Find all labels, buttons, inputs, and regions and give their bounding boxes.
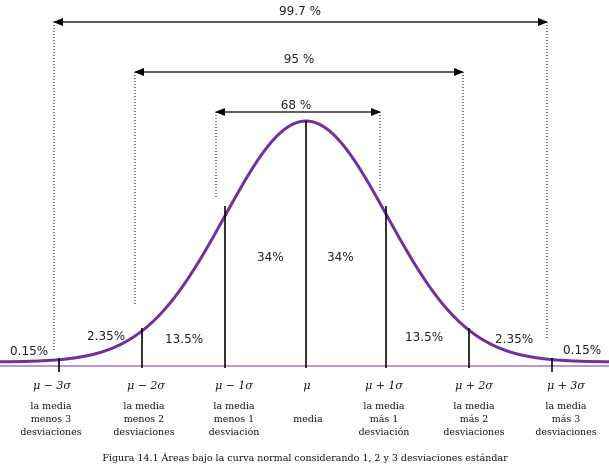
tick-desc-minus2-line2: menos 2 bbox=[124, 414, 164, 425]
band-68-label: 68 % bbox=[281, 98, 312, 112]
tick-symbol-plus2: μ + 2σ bbox=[455, 379, 493, 392]
tick-desc-plus2-line1: la media bbox=[453, 401, 494, 412]
tick-desc-plus1-line1: la media bbox=[363, 401, 404, 412]
tick-symbol-minus1: μ − 1σ bbox=[215, 379, 253, 392]
band-997-label: 99.7 % bbox=[279, 4, 321, 18]
area-left-2-3: 2.35% bbox=[87, 329, 125, 343]
tick-desc-plus2-line3: desviaciones bbox=[443, 427, 504, 438]
tick-desc-minus2-line1: la media bbox=[123, 401, 164, 412]
tick-symbol-plus3: μ + 3σ bbox=[547, 379, 585, 392]
area-left-0-1: 34% bbox=[257, 250, 284, 264]
tick-symbol-minus3: μ − 3σ bbox=[33, 379, 71, 392]
area-far-left: 0.15% bbox=[10, 344, 48, 358]
tick-symbol-minus2: μ − 2σ bbox=[127, 379, 165, 392]
tick-desc-minus2-line3: desviaciones bbox=[113, 427, 174, 438]
area-right-1-2: 13.5% bbox=[405, 330, 443, 344]
tick-desc-minus3-line1: la media bbox=[30, 401, 71, 412]
tick-desc-minus3-line2: menos 3 bbox=[31, 414, 71, 425]
area-left-1-2: 13.5% bbox=[165, 332, 203, 346]
tick-desc-plus3-line2: más 3 bbox=[552, 414, 581, 425]
tick-desc-minus1-line1: la media bbox=[213, 401, 254, 412]
tick-desc-plus2-line2: más 2 bbox=[460, 414, 489, 425]
tick-desc-plus3-line3: desviaciones bbox=[535, 427, 596, 438]
area-right-2-3: 2.35% bbox=[495, 332, 533, 346]
tick-desc-minus3-line3: desviaciones bbox=[20, 427, 81, 438]
tick-desc-plus3-line1: la media bbox=[545, 401, 586, 412]
area-right-0-1: 34% bbox=[327, 250, 354, 264]
tick-symbol-plus1: μ + 1σ bbox=[365, 379, 403, 392]
tick-desc-plus1-line2: más 1 bbox=[370, 414, 399, 425]
figure-caption: Figura 14.1 Áreas bajo la curva normal c… bbox=[102, 452, 508, 464]
tick-desc-minus1-line2: menos 1 bbox=[214, 414, 254, 425]
normal-curve bbox=[0, 119, 609, 364]
tick-desc-plus1-line3: desviación bbox=[359, 427, 410, 438]
tick-desc-mean-line1: media bbox=[293, 414, 323, 425]
tick-symbol-mean: μ bbox=[303, 379, 310, 392]
band-95-label: 95 % bbox=[284, 52, 315, 66]
tick-desc-minus1-line3: desviación bbox=[209, 427, 260, 438]
area-far-right: 0.15% bbox=[563, 343, 601, 357]
